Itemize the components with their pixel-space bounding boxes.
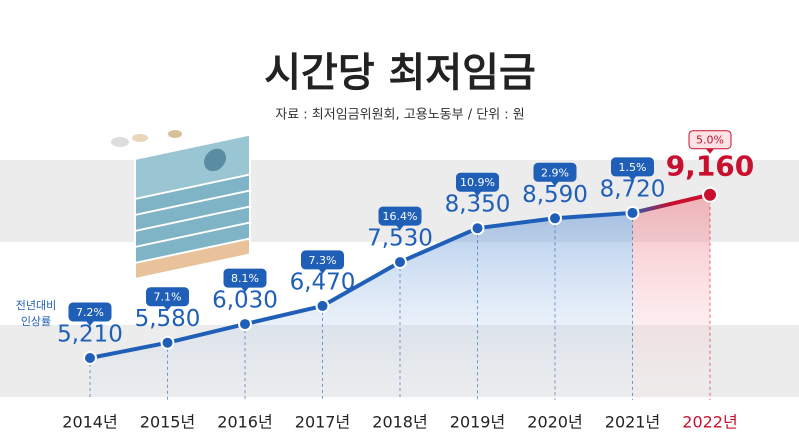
chart-subtitle: 자료 : 최저임금위원회, 고용노동부 / 단위 : 원 <box>275 108 525 123</box>
badge-pointer <box>628 175 637 181</box>
growth-badge: 2.9% <box>533 162 577 187</box>
badge-label: 1.5% <box>619 161 647 174</box>
growth-badge: 8.1% <box>223 268 267 293</box>
badge-pointer <box>706 148 714 154</box>
point <box>315 298 330 313</box>
annotation: 인상률 <box>21 315 51 328</box>
growth-badge: 5.0% <box>688 130 732 154</box>
badge-label: 16.4% <box>383 210 418 223</box>
badge-pointer <box>241 287 249 293</box>
point <box>393 255 407 270</box>
badge-pointer <box>318 268 327 274</box>
x-tick-label: 2017년 <box>295 413 350 432</box>
point <box>625 205 640 220</box>
point <box>548 211 562 226</box>
badge-label: 10.9% <box>460 176 495 189</box>
chart-title: 시간당 최저임금 <box>264 50 536 96</box>
growth-badge: 10.9% <box>456 172 499 197</box>
badge-pointer <box>396 225 404 231</box>
badge-label: 2.9% <box>541 166 569 179</box>
area <box>90 212 633 400</box>
x-tick-label: 2014년 <box>62 413 117 432</box>
x-tick-label: 2022년 <box>682 413 737 432</box>
x-tick-label: 2021년 <box>605 413 660 432</box>
point <box>83 350 97 365</box>
x-tick-label: 2016년 <box>217 413 272 432</box>
growth-badge: 7.1% <box>146 287 189 311</box>
point <box>470 221 485 236</box>
point <box>160 335 175 350</box>
badge-label: 7.2% <box>76 306 104 319</box>
x-tick-label: 2019년 <box>450 413 505 432</box>
badge-label: 5.0% <box>696 134 724 147</box>
badge-pointer <box>86 320 94 326</box>
point <box>238 317 252 332</box>
value-label: 9,160 <box>666 150 755 183</box>
x-tick-label: 2015년 <box>140 413 195 432</box>
growth-badge: 7.3% <box>301 250 344 274</box>
growth-badge: 16.4% <box>378 206 422 231</box>
x-tick-label: 2020년 <box>527 413 582 432</box>
badge-label: 7.3% <box>309 254 337 267</box>
badge-label: 7.1% <box>154 291 182 304</box>
badge-pointer <box>551 181 559 187</box>
growth-badge: 7.2% <box>68 302 112 326</box>
growth-badge: 1.5% <box>611 157 654 181</box>
x-tick-label: 2018년 <box>372 413 427 432</box>
money-icon <box>111 130 251 281</box>
annotation: 전년대비 <box>16 299 56 312</box>
badge-pointer <box>163 305 172 311</box>
badge-label: 8.1% <box>231 272 259 285</box>
badge-pointer <box>473 191 482 197</box>
area-highlight <box>632 194 710 400</box>
point <box>702 186 718 203</box>
